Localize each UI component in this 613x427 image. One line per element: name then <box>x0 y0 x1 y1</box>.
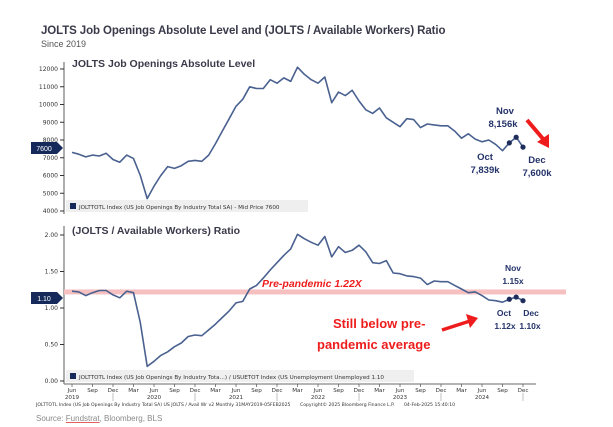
footer-copyright: Copyright© 2025 Bloomberg Finance L.P. <box>300 403 395 408</box>
x-tick-label: Mar <box>292 388 303 394</box>
bottom-y-ticks: 0.00 0.50 1.00 1.50 2.00 <box>45 232 64 385</box>
top-dec-label: Dec <box>528 155 545 166</box>
y-tick-label: 7000 <box>43 155 58 162</box>
page-title: JOLTS Job Openings Absolute Level and (J… <box>41 25 446 37</box>
top-y-ticks: 4000 5000 6000 7000 8000 9000 10000 11000 12000 <box>39 66 64 215</box>
top-dec-value: 7,600k <box>522 168 552 179</box>
x-year-label: 2020 <box>147 395 162 401</box>
top-markers <box>506 134 526 150</box>
x-tick-label: Sep <box>333 388 344 394</box>
top-nov-value: 8,156k <box>488 119 518 130</box>
top-panel-title: JOLTS Job Openings Absolute Level <box>72 58 255 70</box>
y-tick-label: 6000 <box>43 173 58 180</box>
x-tick-label: Mar <box>456 388 467 394</box>
bottom-legend-swatch <box>70 373 76 379</box>
x-tick-label: Dec <box>272 388 283 394</box>
bottom-nov-value: 1.15x <box>502 276 524 286</box>
x-tick-label: Mar <box>128 388 139 394</box>
bottom-series-line <box>71 233 524 368</box>
data-point-marker <box>513 134 519 140</box>
x-tick-label: Sep <box>415 388 426 394</box>
data-point-marker <box>520 144 526 150</box>
x-year-label: 2021 <box>229 395 244 401</box>
y-tick-label: 2.00 <box>45 232 59 239</box>
still-below-line1: Still below pre- <box>333 316 425 331</box>
x-tick-label: Sep <box>251 388 262 394</box>
y-tick-label: 1.00 <box>45 305 59 312</box>
data-point-marker <box>520 298 526 304</box>
bottom-panel-title: (JOLTS / Available Workers) Ratio <box>72 225 240 237</box>
footer-series-info: JOLTTOTL Index (US Job Openings By Indus… <box>36 403 291 408</box>
bottom-last-value-tag: 1.10 <box>31 292 63 304</box>
prepandemic-label: Pre-pandemic 1.22X <box>262 278 363 290</box>
y-tick-label: 0.00 <box>45 378 59 385</box>
x-tick-label: Dec <box>354 388 365 394</box>
top-oct-value: 7,839k <box>470 165 500 176</box>
x-year-label: 2024 <box>475 395 490 401</box>
bottom-oct-value: 1.12x <box>494 321 516 331</box>
right-arrow-icon <box>441 314 478 332</box>
y-tick-label: 12000 <box>39 66 58 73</box>
bottom-markers <box>506 294 526 304</box>
x-tick-label: Mar <box>374 388 385 394</box>
x-tick-label: Sep <box>497 388 508 394</box>
x-tick-label: Jun <box>231 388 241 394</box>
y-tick-label: 8000 <box>43 137 58 144</box>
still-below-line2: pandemic average <box>317 337 430 352</box>
y-tick-label: 10000 <box>39 102 58 109</box>
top-legend-swatch <box>70 203 76 209</box>
y-tick-label: 4000 <box>43 208 58 215</box>
x-year-label: 2019 <box>65 395 80 401</box>
svg-text:7600: 7600 <box>36 146 52 153</box>
top-legend-box <box>66 200 308 212</box>
x-tick-label: Jun <box>149 388 159 394</box>
x-tick-label: Jun <box>313 388 323 394</box>
y-tick-label: 11000 <box>39 84 58 91</box>
x-tick-label: Sep <box>169 388 180 394</box>
source-rest: , Bloomberg, BLS <box>99 414 163 423</box>
bottom-dec-value: 1.10x <box>519 321 541 331</box>
x-tick-label: Jun <box>477 388 487 394</box>
bottom-legend-box <box>66 370 414 382</box>
x-tick-label: Jun <box>395 388 405 394</box>
prepandemic-reference-band <box>64 289 566 295</box>
y-tick-label: 9000 <box>43 119 58 126</box>
x-tick-label: Dec <box>108 388 119 394</box>
data-point-marker <box>506 140 512 146</box>
bottom-oct-label: Oct <box>497 308 511 318</box>
x-tick-label: Sep <box>87 388 98 394</box>
source-link-fundstrat[interactable]: Fundstrat <box>65 414 100 423</box>
x-tick-label: Jun <box>67 388 77 394</box>
svg-text:1.10: 1.10 <box>37 296 51 303</box>
x-year-label: 2022 <box>311 395 325 401</box>
y-tick-label: 0.50 <box>45 342 59 349</box>
top-legend-text: JOLTTOTL Index (US Job Openings By Indus… <box>78 205 280 211</box>
source-prefix: Source: <box>36 414 66 423</box>
x-tick-label: Mar <box>210 388 221 394</box>
source-line: Source: Fundstrat, Bloomberg, BLS <box>36 414 162 423</box>
y-tick-label: 5000 <box>43 190 58 197</box>
data-point-marker <box>506 296 512 302</box>
bottom-nov-label: Nov <box>505 263 521 273</box>
bottom-dec-label: Dec <box>523 308 539 318</box>
x-tick-label: Dec <box>518 388 529 394</box>
x-ticks: Jun Sep Dec Mar Jun Sep Dec Mar Jun Sep Dec Mar Jun S… <box>65 384 529 401</box>
top-oct-label: Oct <box>477 152 494 163</box>
x-tick-label: Dec <box>190 388 201 394</box>
top-last-value-tag: 7600 <box>31 142 63 154</box>
top-series-line <box>71 66 524 200</box>
bottom-legend-text: JOLTTOTL Index (US Job Openings By Indus… <box>78 375 384 381</box>
footer-timestamp: 04-Feb-2025 15:40:10 <box>404 403 456 408</box>
data-point-marker <box>513 294 519 300</box>
top-nov-label: Nov <box>496 106 515 117</box>
down-arrow-icon <box>525 118 549 148</box>
x-year-label: 2023 <box>393 395 408 401</box>
x-tick-label: Dec <box>436 388 447 394</box>
y-tick-label: 1.50 <box>45 269 59 276</box>
page-subtitle: Since 2019 <box>41 39 87 49</box>
